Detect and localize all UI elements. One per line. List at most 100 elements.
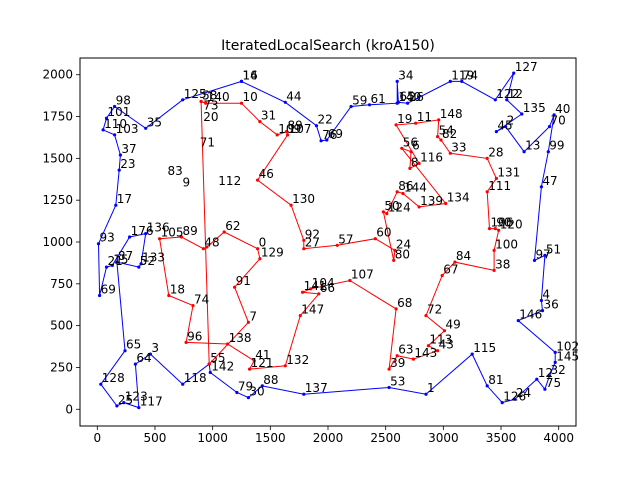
- y-tick-label: 250: [50, 360, 73, 374]
- node-label: 96: [187, 329, 202, 343]
- node-label: 87: [118, 249, 133, 263]
- node-label: 44: [286, 89, 301, 103]
- node-label: 19: [397, 112, 412, 126]
- node-label: 140: [207, 90, 230, 104]
- route-2-node-marker: [191, 304, 195, 308]
- route-2-node-marker: [409, 150, 413, 154]
- route-1-node-marker: [314, 124, 319, 128]
- node-label: 66: [320, 281, 335, 295]
- node-label: 37: [121, 142, 136, 156]
- node-label: 40: [555, 102, 570, 116]
- node-label: 112: [218, 174, 241, 188]
- node-label: 119: [451, 68, 474, 82]
- node-label: 39: [390, 356, 405, 370]
- node-label: 137: [305, 381, 328, 395]
- node-label: 46: [259, 167, 274, 181]
- y-tick-label: 1000: [42, 235, 73, 249]
- node-label: 143: [414, 346, 437, 360]
- node-label: 65: [399, 89, 414, 103]
- node-label: 18: [170, 283, 185, 297]
- node-label: 107: [351, 268, 374, 282]
- x-tick-label: 2500: [370, 431, 401, 445]
- route-1-node-marker: [137, 406, 141, 410]
- route-2-node-marker: [248, 367, 252, 371]
- route-1-node-marker: [148, 352, 152, 356]
- route-1-node-marker: [114, 203, 118, 207]
- route-2-node-marker: [158, 237, 162, 241]
- node-label: 12: [538, 366, 553, 380]
- node-label: 69: [328, 127, 343, 141]
- node-label: 131: [497, 165, 520, 179]
- route-2-node-marker: [440, 273, 444, 278]
- node-label: 17: [117, 192, 132, 206]
- node-label: 98: [116, 94, 131, 108]
- route-1-node-marker: [115, 260, 119, 264]
- node-label: 24: [396, 237, 411, 251]
- node-label: 129: [261, 246, 284, 260]
- node-label: 92: [305, 227, 320, 241]
- node-label: 126: [503, 390, 526, 404]
- node-label: 51: [546, 242, 561, 256]
- route-2-node-marker: [222, 230, 226, 234]
- route-2-node-marker: [417, 205, 421, 209]
- route-1-node-marker: [239, 79, 244, 83]
- route-2-node-marker: [492, 248, 496, 252]
- node-label: 116: [420, 150, 443, 164]
- route-1-node-marker: [540, 309, 545, 313]
- node-label: 113: [429, 333, 452, 347]
- node-label: 43: [439, 338, 454, 352]
- node-label: 104: [312, 276, 335, 290]
- node-label: 41: [255, 348, 270, 362]
- node-label: 35: [147, 115, 162, 129]
- node-label: 50: [384, 199, 399, 213]
- route-2-node-marker: [485, 190, 489, 194]
- node-label: 6: [412, 139, 420, 153]
- node-label: 2: [507, 114, 515, 128]
- node-label: 136: [147, 221, 170, 235]
- node-label: 34: [398, 68, 413, 82]
- route-2-node-marker: [184, 340, 188, 344]
- node-label: 14: [243, 68, 258, 82]
- route-1-node-marker: [494, 130, 498, 134]
- node-label: 144: [404, 181, 427, 195]
- route-1-node-marker: [520, 112, 524, 116]
- route-2-node-marker: [275, 133, 279, 137]
- route-1-node-marker: [246, 396, 250, 400]
- route-2-node-marker: [179, 235, 184, 239]
- node-label: 89: [288, 119, 303, 133]
- route-1-node-marker: [208, 370, 212, 375]
- node-label: 117: [140, 395, 163, 409]
- route-2-node-marker: [385, 212, 389, 216]
- node-label: 24: [516, 386, 531, 400]
- node-label: 62: [225, 219, 240, 233]
- route-2-node-marker: [394, 307, 398, 311]
- route-2-node-marker: [408, 166, 412, 170]
- route-1-node-marker: [470, 352, 474, 356]
- route-1-node-marker: [505, 98, 509, 102]
- node-label: 16: [243, 68, 258, 82]
- route-2-node-marker: [394, 123, 398, 127]
- route-1-node-marker: [325, 138, 329, 142]
- route-2-node-marker: [199, 99, 203, 104]
- route-2-node-marker: [373, 237, 377, 241]
- node-label: 123: [125, 390, 148, 404]
- node-label: 79: [238, 380, 253, 394]
- y-axis-ticks: 0 250 500 750 1000 1250 1500 1750 2000: [42, 68, 80, 416]
- x-tick-label: 4000: [543, 431, 574, 445]
- node-label: 70: [551, 114, 566, 128]
- route-1-node-marker: [552, 113, 556, 117]
- node-label: 60: [376, 226, 391, 240]
- route-1-node-marker: [319, 139, 323, 143]
- route-2-node-marker: [417, 161, 421, 165]
- node-label: 56: [403, 135, 418, 149]
- node-label: 80: [395, 247, 410, 261]
- node-label: 118: [184, 371, 207, 385]
- y-tick-label: 1500: [42, 151, 73, 165]
- route-2-node-marker: [485, 156, 489, 160]
- node-label: 63: [398, 343, 413, 357]
- route-2-node-marker: [401, 191, 405, 196]
- node-label: 74: [463, 68, 478, 82]
